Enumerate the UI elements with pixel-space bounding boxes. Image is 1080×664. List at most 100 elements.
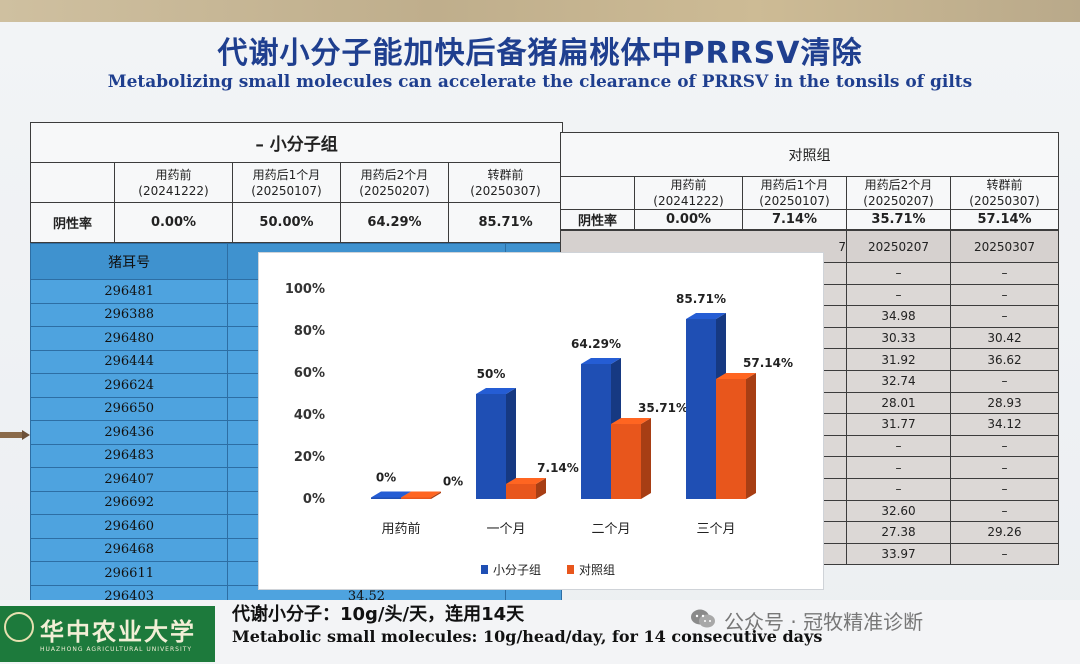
timepoint-header: 用药后2个月 (20250207) xyxy=(846,176,951,210)
slide-subtitle: Metabolizing small molecules can acceler… xyxy=(107,72,973,92)
ear-tag-cell: 296444 xyxy=(29,349,229,374)
ct-value-cell: – xyxy=(950,477,1059,501)
negative-rate-value: 57.14% xyxy=(949,209,1060,230)
top-border-strip xyxy=(0,0,1080,22)
ear-tag-cell: 296611 xyxy=(29,561,229,586)
control-header-table: 对照组 用药前 (20241222) 用药后1个月 (20250107) 用药后2个… xyxy=(559,132,1060,230)
ct-value-cell: – xyxy=(846,262,951,285)
ct-value-cell: – xyxy=(846,434,951,458)
ear-table-header: 20250207 xyxy=(846,230,951,263)
y-tick-label: 100% xyxy=(285,282,325,297)
ear-tag-cell: 296650 xyxy=(29,396,229,421)
laser-pointer-icon xyxy=(0,430,30,440)
ear-tag-cell: 296407 xyxy=(29,467,229,492)
negative-rate-value: 64.29% xyxy=(340,202,449,243)
ct-value-cell: – xyxy=(950,434,1059,458)
control-group-name: 对照组 xyxy=(559,132,1060,177)
ct-value-cell: 28.01 xyxy=(846,391,951,415)
ct-value-cell: – xyxy=(950,369,1059,393)
timepoint-header: 用药前 (20241222) xyxy=(114,162,233,203)
logo-text-en: HUAZHONG AGRICULTURAL UNIVERSITY xyxy=(40,646,193,653)
bar-top xyxy=(716,373,756,380)
y-tick-label: 20% xyxy=(294,450,325,465)
timepoint-header: 用药后2个月 (20250207) xyxy=(340,162,449,203)
ear-tag-cell: 296692 xyxy=(29,490,229,515)
bar-top xyxy=(581,357,621,364)
ct-value-cell: 34.12 xyxy=(950,413,1059,436)
negative-rate-value: 0.00% xyxy=(634,209,743,230)
timepoint-header: 用药后1个月 (20250107) xyxy=(742,176,847,210)
ear-tag-cell: 296624 xyxy=(29,373,229,398)
legend-swatch xyxy=(567,565,574,574)
negative-rate-value: 7.14% xyxy=(742,209,847,230)
seal-icon xyxy=(4,612,34,642)
legend-label: 小分子组 xyxy=(493,563,541,577)
slide-title: 代谢小分子能加快后备猪扁桃体中PRRSV清除 xyxy=(217,36,863,71)
ear-tag-cell: 296480 xyxy=(29,326,229,351)
ct-value-cell: 29.26 xyxy=(950,521,1059,544)
bar xyxy=(506,484,536,499)
bar-top xyxy=(401,491,441,498)
university-logo: 华中农业大学 HUAZHONG AGRICULTURAL UNIVERSITY xyxy=(0,606,215,662)
treatment-header-table: – 小分子组 用药前 (20241222) 用药后1个月 (20250107) 用药… xyxy=(29,122,564,243)
y-tick-label: 0% xyxy=(303,492,325,507)
logo-text-cn: 华中农业大学 xyxy=(40,617,196,646)
timepoint-header: 用药后1个月 (20250107) xyxy=(232,162,341,203)
ct-value-cell: 27.38 xyxy=(846,521,951,544)
negative-rate-value: 0.00% xyxy=(114,202,233,243)
data-label: 0% xyxy=(376,471,396,485)
bar-top xyxy=(476,388,516,394)
bar-side xyxy=(746,373,756,499)
timepoint-header: 转群前 (20250307) xyxy=(949,176,1060,210)
ear-table-header: 猪耳号 xyxy=(29,243,229,280)
ct-value-cell: – xyxy=(846,456,951,479)
ct-value-cell: 28.93 xyxy=(950,391,1059,415)
bar-top xyxy=(506,478,546,485)
bar xyxy=(716,379,746,499)
ct-value-cell: – xyxy=(846,477,951,501)
blank-cell xyxy=(30,162,115,203)
x-tick-label: 一个月 xyxy=(486,522,525,537)
data-label: 64.29% xyxy=(571,337,621,351)
data-label: 85.71% xyxy=(676,292,726,306)
dosage-note-en: Metabolic small molecules: 10g/head/day,… xyxy=(232,627,823,646)
negative-rate-label: 阴性率 xyxy=(560,209,635,230)
bar xyxy=(686,319,716,499)
timepoint-header: 用药前 (20241222) xyxy=(634,176,743,210)
ear-table-header: 20250307 xyxy=(950,230,1059,263)
x-tick-label: 三个月 xyxy=(696,522,735,537)
ear-tag-cell: 296460 xyxy=(29,514,229,539)
bar-top xyxy=(371,491,411,498)
data-label: 57.14% xyxy=(743,356,793,370)
negative-rate-value: 85.71% xyxy=(447,202,564,243)
ct-value-cell: – xyxy=(950,283,1059,307)
legend-label: 对照组 xyxy=(579,563,615,577)
ct-value-cell: – xyxy=(950,305,1059,328)
bar-side xyxy=(641,418,651,499)
y-tick-label: 80% xyxy=(294,324,325,339)
blank-cell xyxy=(560,176,635,210)
data-label: 7.14% xyxy=(537,461,579,475)
y-tick-label: 60% xyxy=(294,366,325,381)
y-tick-label: 40% xyxy=(294,408,325,423)
ear-tag-cell: 296388 xyxy=(29,302,229,327)
x-tick-label: 用药前 xyxy=(381,521,420,537)
bar xyxy=(476,394,506,499)
negative-rate-value: 35.71% xyxy=(846,209,951,230)
data-label: 50% xyxy=(477,367,506,381)
data-label: 35.71% xyxy=(638,401,688,415)
treatment-group-name: – 小分子组 xyxy=(29,122,564,163)
ct-value-cell: – xyxy=(950,456,1059,479)
ct-value-cell: 34.98 xyxy=(846,305,951,328)
timepoint-header: 转群前 (20250307) xyxy=(447,162,564,203)
ct-value-cell: – xyxy=(950,262,1059,285)
data-label: 0% xyxy=(443,475,463,489)
bar-chart: 0% 20% 40% 60% 80% 100% 0% 0% 用药前 50% 7.14% 一个月 64.2… xyxy=(258,252,824,590)
ear-tag-cell: 296481 xyxy=(29,279,229,304)
ct-value-cell: – xyxy=(950,542,1059,566)
negative-rate-value: 50.00% xyxy=(232,202,341,243)
ct-value-cell: 31.77 xyxy=(846,413,951,436)
dosage-note-cn: 代谢小分子：10g/头/天，连用14天 xyxy=(232,604,525,625)
ct-value-cell: 30.42 xyxy=(950,326,1059,350)
ct-value-cell: 31.92 xyxy=(846,348,951,371)
